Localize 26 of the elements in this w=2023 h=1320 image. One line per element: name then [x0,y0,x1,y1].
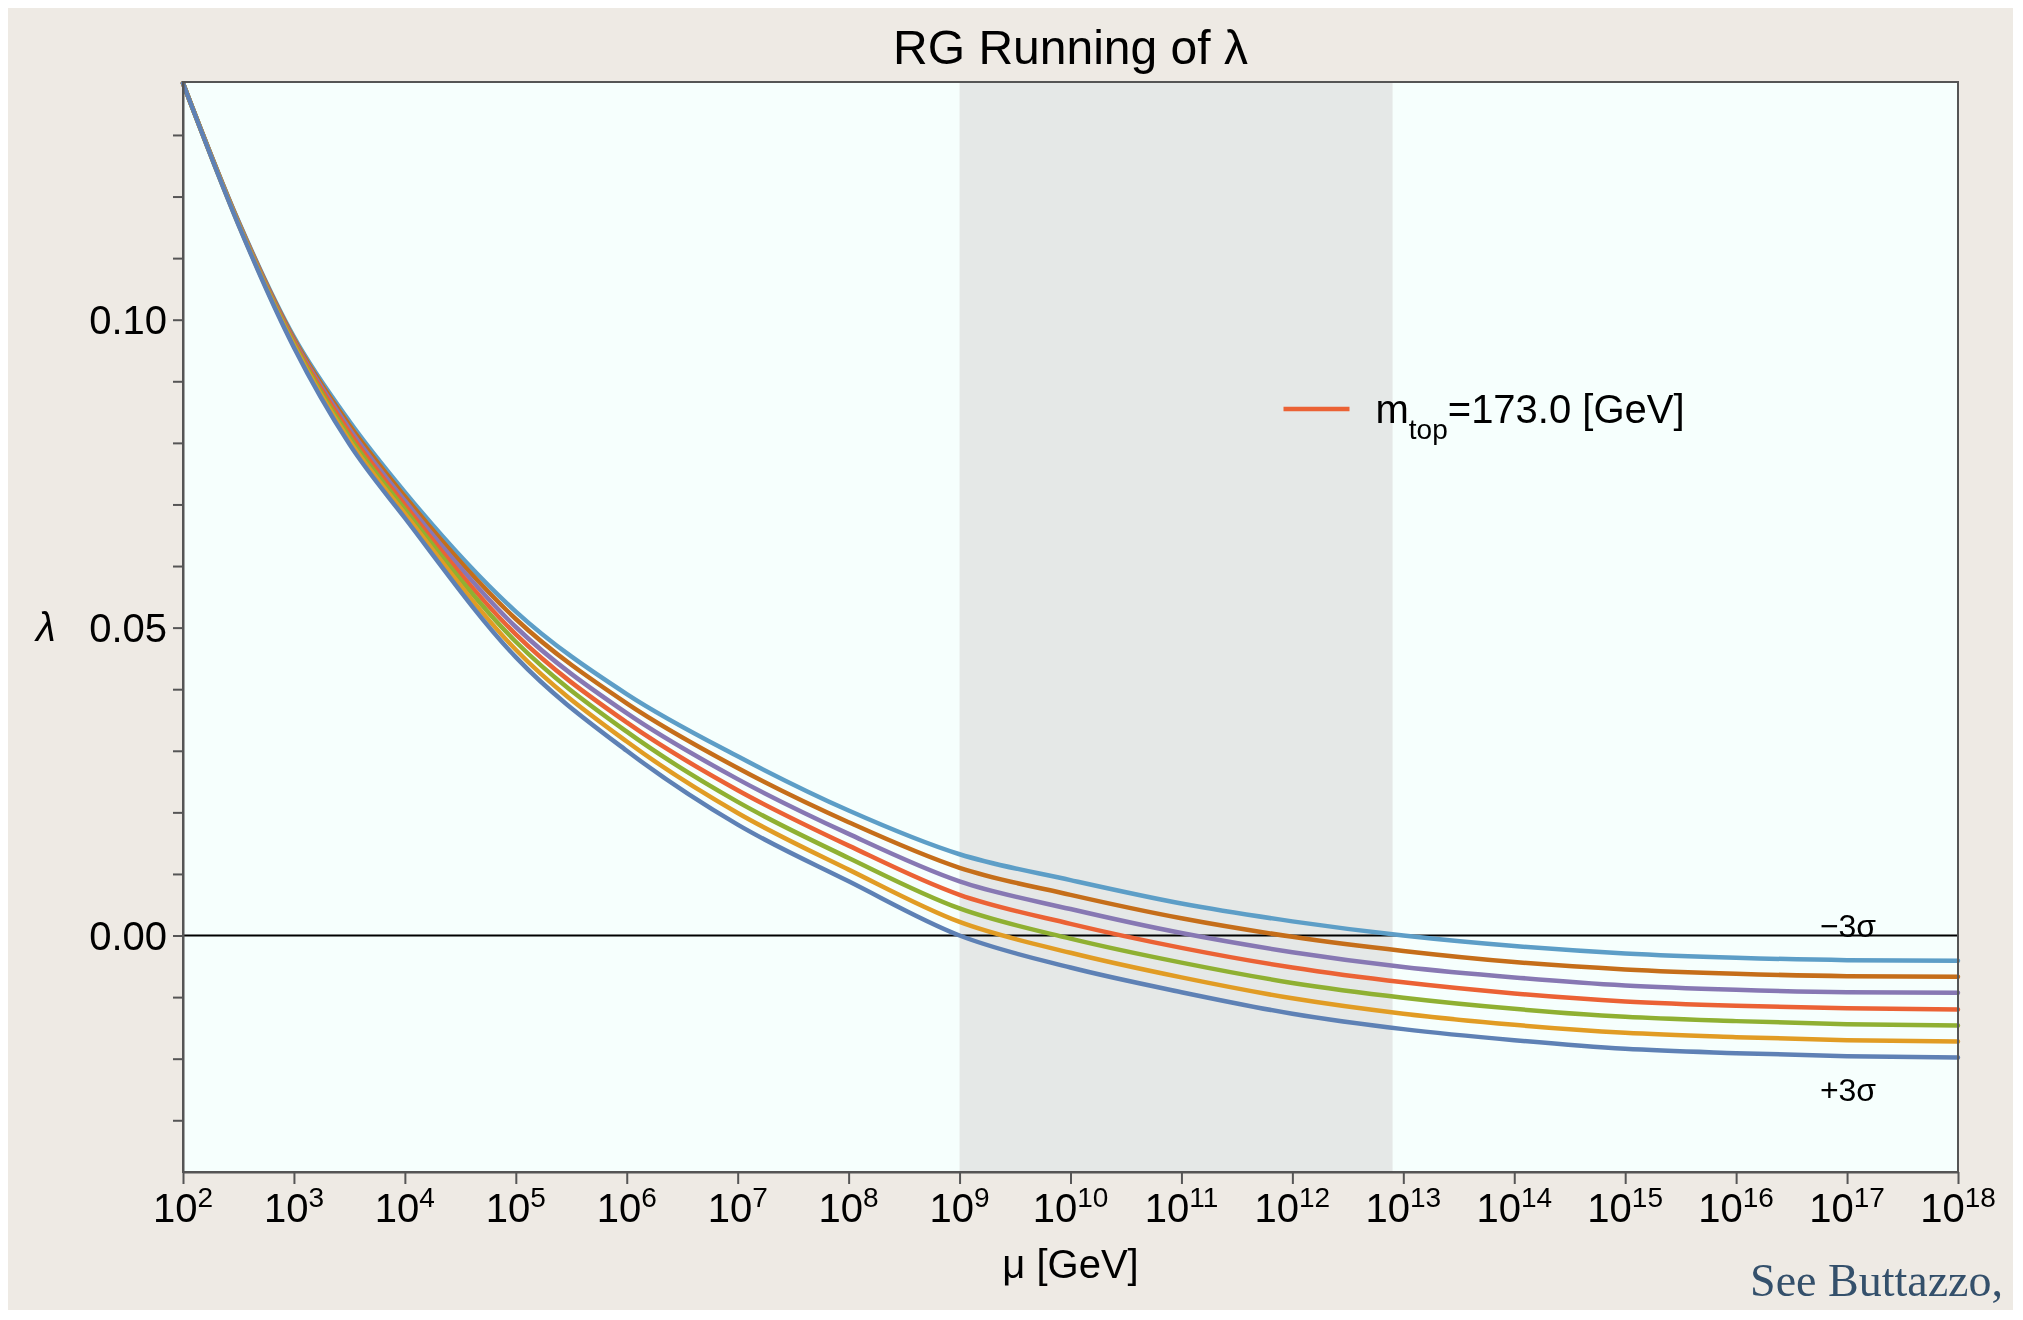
x-tick-label: 10$^{5}$ [485,1181,546,1230]
annotation: +3σ [1819,1072,1877,1109]
x-tick-label: 10$^{4}$ [374,1181,435,1230]
y-axis-title: λ [34,605,56,649]
x-tick-label: 10$^{7}$ [707,1181,768,1230]
y-tick-label: 0.00 [89,913,167,958]
legend-label: m$_{top}$=173.0 [GeV] [1375,387,1685,445]
x-tick-label: 10$^{15}$ [1587,1181,1664,1230]
x-tick-label: 10$^{11}$ [1144,1181,1219,1230]
x-tick-label: 10$^{3}$ [263,1181,324,1230]
x-tick-label: 10$^{10}$ [1032,1181,1109,1230]
chart-title: RG Running of λ [893,21,1248,74]
x-tick-label: 10$^{17}$ [1809,1181,1885,1230]
x-tick-label: 10$^{2}$ [152,1181,214,1230]
x-axis-title: μ [GeV] [1002,1242,1139,1286]
x-tick-label: 10$^{12}$ [1254,1181,1331,1230]
x-tick-label: 10$^{14}$ [1476,1181,1553,1230]
x-tick-label: 10$^{9}$ [929,1181,990,1230]
x-tick-label: 10$^{18}$ [1920,1181,1996,1230]
x-tick-label: 10$^{13}$ [1365,1181,1442,1230]
x-tick-label: 10$^{6}$ [596,1181,657,1230]
x-tick-label: 10$^{8}$ [818,1181,879,1230]
y-tick-label: 0.10 [89,297,167,342]
x-tick-label: 10$^{16}$ [1698,1181,1774,1230]
text: See Buttazzo, [1750,1255,2003,1306]
y-tick-label: 0.05 [89,605,167,650]
